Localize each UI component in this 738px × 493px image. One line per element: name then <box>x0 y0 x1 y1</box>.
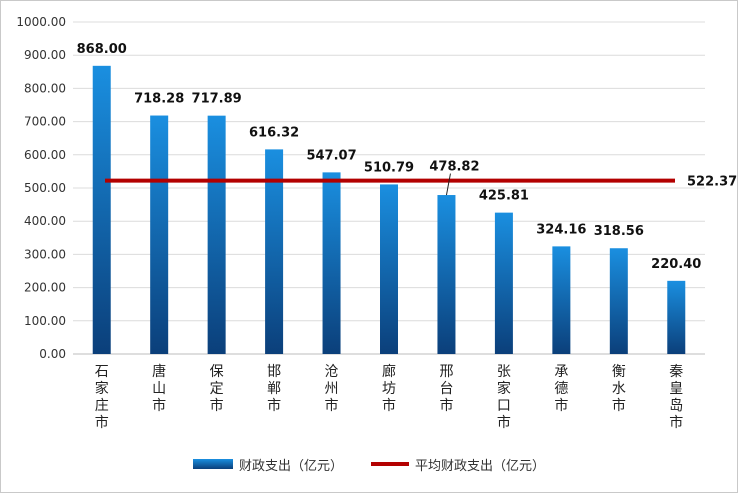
y-tick-label: 300.00 <box>24 247 66 261</box>
data-labels: 868.00 718.28 717.89 616.32 547.07 510.79 478.… <box>77 42 702 272</box>
legend: 财政支出（亿元） 平均财政支出（亿元） <box>0 453 738 475</box>
category-label: 廊坊市 <box>382 363 396 414</box>
category-label: 秦皇岛市 <box>669 364 683 431</box>
data-label: 220.40 <box>651 257 701 272</box>
category-label: 邯郸市 <box>267 364 281 414</box>
legend-item-average: 平均财政支出（亿元） <box>371 455 545 474</box>
average-line-group: 522.37 <box>105 175 737 190</box>
bar <box>667 280 686 354</box>
bar <box>494 212 513 354</box>
x-axis-category-labels: 石家庄市 唐山市 保定市 邯郸市 沧州市 廊坊市 邢台市 张家口市 承德市 衡水市 秦皇岛市 <box>95 363 684 431</box>
y-tick-label: 700.00 <box>24 115 66 129</box>
data-label: 318.56 <box>594 224 644 239</box>
category-label: 保定市 <box>210 364 224 414</box>
legend-label-average: 平均财政支出（亿元） <box>415 458 546 474</box>
legend-swatch-bars <box>192 459 233 469</box>
category-label: 唐山市 <box>152 363 166 414</box>
y-tick-label: 600.00 <box>24 148 66 162</box>
data-label: 717.89 <box>192 92 242 107</box>
y-tick-label: 800.00 <box>24 81 66 95</box>
data-label-leader <box>445 173 451 196</box>
y-tick-label: 900.00 <box>24 48 66 62</box>
bar <box>150 115 169 354</box>
y-tick-label: 400.00 <box>24 214 66 228</box>
y-tick-label: 1000.00 <box>16 15 66 29</box>
data-label: 616.32 <box>249 125 299 140</box>
bars <box>92 65 686 354</box>
y-axis-tick-labels: 0.00 100.00 200.00 300.00 400.00 500.00 600.00… <box>16 15 66 361</box>
legend-swatch-average <box>371 462 409 466</box>
y-tick-label: 200.00 <box>24 281 66 295</box>
average-line-label: 522.37 <box>687 175 737 190</box>
category-label: 石家庄市 <box>95 364 109 431</box>
y-tick-label: 500.00 <box>24 181 66 195</box>
legend-item-bars: 财政支出（亿元） <box>192 455 343 474</box>
data-label: 478.82 <box>429 160 479 175</box>
bar <box>207 115 226 354</box>
category-label: 衡水市 <box>612 364 626 414</box>
y-tick-label: 0.00 <box>39 347 66 361</box>
bar <box>265 149 284 354</box>
bar <box>92 65 111 354</box>
data-label: 324.16 <box>536 222 586 237</box>
category-label: 承德市 <box>554 364 568 414</box>
bar <box>552 246 571 354</box>
bar <box>609 248 628 354</box>
bar <box>322 172 341 354</box>
data-label: 547.07 <box>306 148 356 163</box>
category-label: 邢台市 <box>439 364 453 414</box>
category-label: 张家口市 <box>497 364 511 431</box>
data-label: 510.79 <box>364 160 414 175</box>
bar <box>380 184 398 354</box>
legend-label-bars: 财政支出（亿元） <box>238 458 343 474</box>
data-label: 718.28 <box>134 92 184 107</box>
data-label: 425.81 <box>479 189 529 204</box>
category-label: 沧州市 <box>325 363 339 414</box>
data-label: 868.00 <box>77 42 127 57</box>
bar <box>437 195 456 354</box>
y-tick-label: 100.00 <box>24 314 66 328</box>
